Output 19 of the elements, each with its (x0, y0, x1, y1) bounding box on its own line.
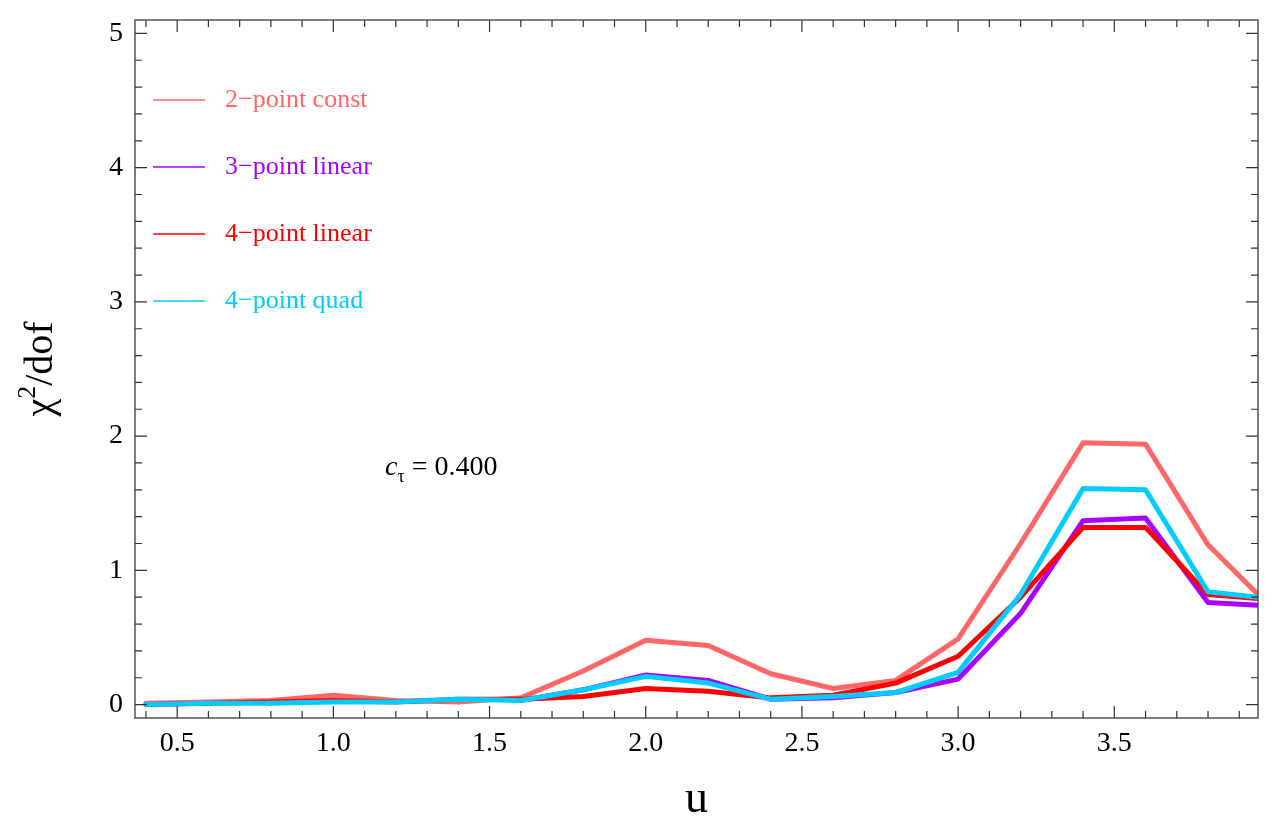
legend-label: 4−point quad (225, 284, 364, 314)
y-tick-label: 5 (109, 15, 123, 47)
y-tick-label: 0 (109, 686, 123, 718)
x-axis-title: u (685, 771, 708, 821)
y-tick-label: 2 (109, 418, 123, 450)
legend-label: 4−point linear (225, 217, 373, 247)
x-tick-label: 1.0 (315, 726, 351, 758)
legend-label: 2−point const (225, 83, 369, 113)
x-tick-label: 3.5 (1096, 726, 1132, 758)
x-tick-label: 3.0 (940, 726, 976, 758)
y-tick-label: 1 (109, 552, 123, 584)
legend-label: 3−point linear (225, 150, 373, 180)
x-tick-label: 0.5 (159, 726, 195, 758)
x-tick-label: 1.5 (472, 726, 508, 758)
y-tick-label: 4 (109, 150, 123, 182)
x-tick-label: 2.5 (784, 726, 820, 758)
x-tick-label: 2.0 (628, 726, 664, 758)
y-tick-label: 3 (109, 284, 123, 316)
y-axis-title: χ2/dof (12, 320, 61, 418)
